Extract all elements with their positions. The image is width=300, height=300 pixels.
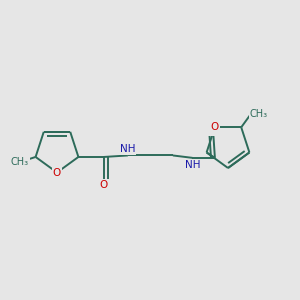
Text: O: O [100,180,108,190]
Text: CH₃: CH₃ [11,157,29,167]
Text: NH: NH [120,144,136,154]
Text: O: O [209,125,217,135]
Text: O: O [211,122,219,132]
Text: NH: NH [185,160,201,170]
Text: O: O [53,167,61,178]
Text: CH₃: CH₃ [249,109,268,119]
